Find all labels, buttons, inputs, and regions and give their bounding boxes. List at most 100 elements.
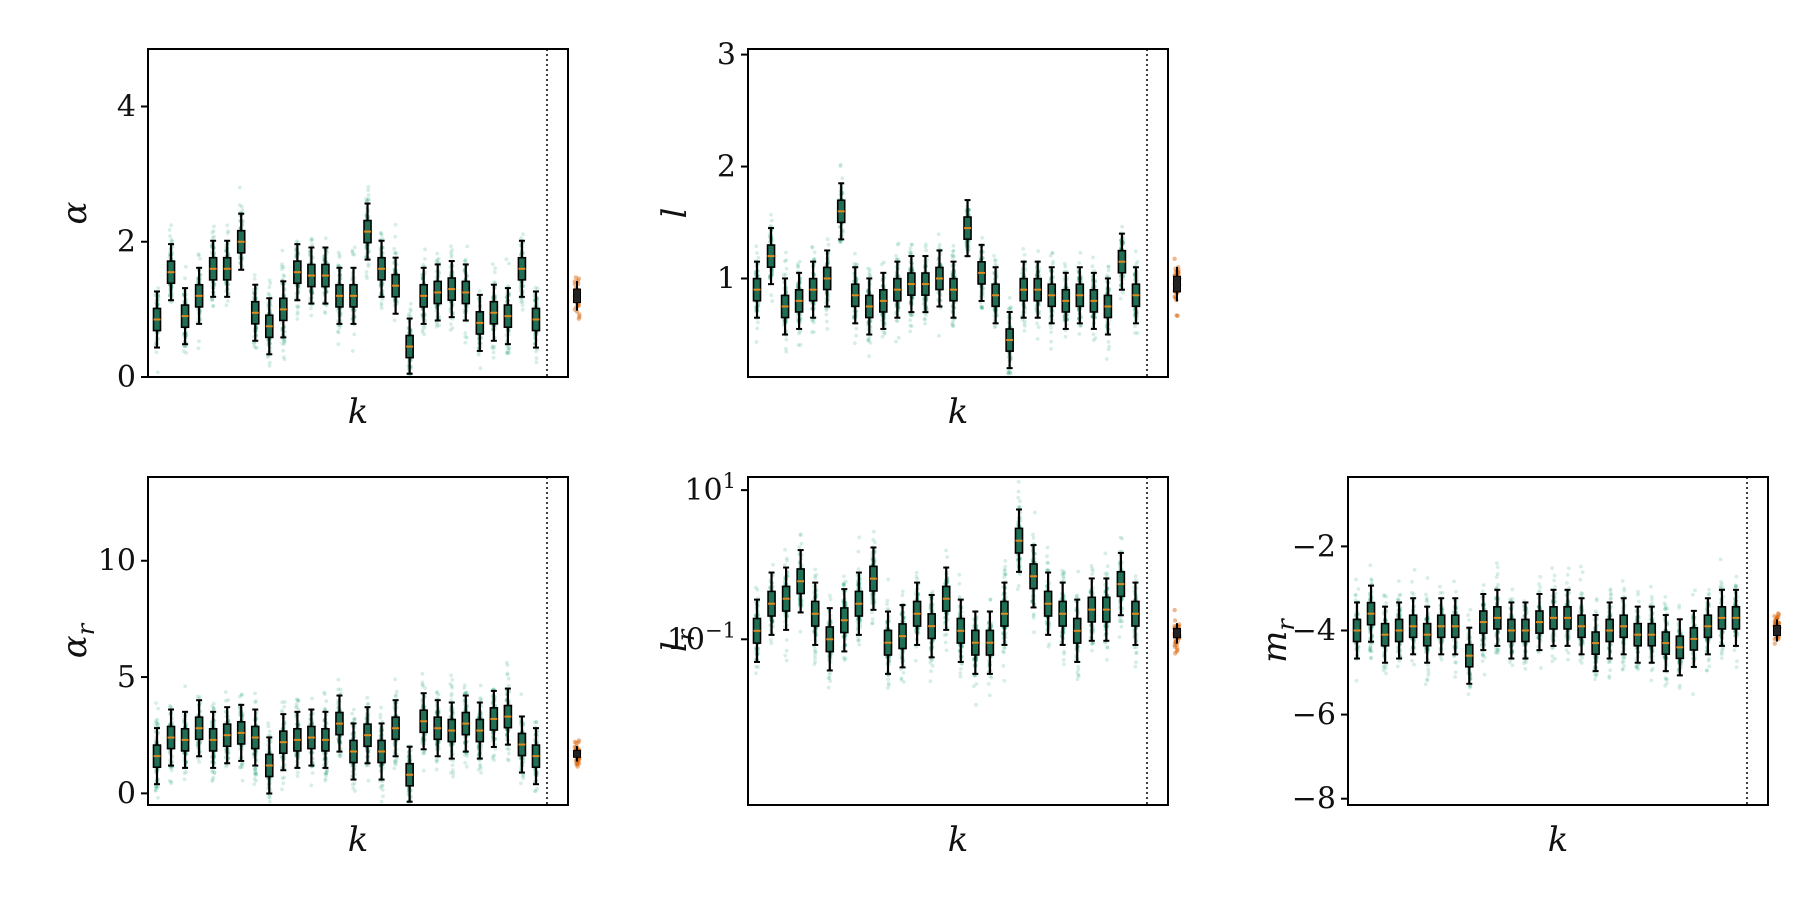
ytick-l_r-0: 10−1	[667, 618, 736, 657]
box-alpha_r-14	[335, 694, 344, 753]
box-l-1	[752, 260, 762, 319]
box-m_r-17	[1577, 597, 1586, 656]
xlabel-l_r: k	[948, 820, 969, 860]
box-l_r-21	[1043, 571, 1053, 636]
box-l-7	[836, 182, 846, 241]
box-alpha-25	[489, 283, 499, 342]
box-m_r-28	[1731, 588, 1741, 647]
box-alpha_r-11	[293, 710, 302, 769]
xlabel-m_r: k	[1548, 820, 1569, 860]
ytick-alpha-2: 4	[117, 89, 136, 124]
ylabel-l_r: lr	[655, 628, 700, 652]
box-l_r-10	[883, 610, 893, 675]
plot-frame	[747, 48, 1169, 378]
box-l_r-26	[1116, 551, 1126, 617]
box-alpha_r-10	[279, 713, 288, 772]
ytick-l-0: 1	[717, 261, 736, 296]
box-alpha-22	[447, 260, 457, 319]
box-l-8	[850, 266, 860, 325]
box-alpha_r-9	[264, 736, 274, 795]
box-l-15	[949, 260, 958, 319]
box-l-12	[907, 255, 916, 314]
box-alpha_r-21	[433, 699, 443, 758]
box-alpha-4	[194, 266, 204, 325]
panel-m_r: −8 −6 −4 −2 k mr	[1255, 476, 1782, 860]
box-alpha_r-26	[503, 687, 513, 746]
box-m_r-13	[1521, 601, 1530, 660]
xlabel-alpha_r: k	[348, 820, 369, 860]
box-m_r-3	[1380, 605, 1390, 664]
box-alpha_r-8	[250, 708, 260, 767]
box-alpha_r-23	[461, 694, 471, 753]
box-l_r-6	[825, 607, 835, 672]
box-alpha-26	[503, 287, 513, 346]
box-m_r-15	[1549, 588, 1558, 647]
box-l_r-17	[985, 610, 995, 675]
ytick-alpha_r-2: 10	[98, 544, 136, 579]
box-m_r-19	[1605, 601, 1614, 660]
reference-m_r	[1772, 611, 1782, 646]
box-m_r-5	[1408, 597, 1418, 656]
panel-l_r: 10−1 101 k lr	[655, 469, 1182, 860]
box-m_r-8	[1450, 597, 1460, 656]
box-m_r-2	[1366, 584, 1376, 643]
box-alpha_r-15	[349, 722, 358, 781]
box-alpha_r-28	[531, 727, 541, 786]
box-alpha-17	[377, 239, 386, 298]
box-l-22	[1047, 266, 1057, 325]
box-l_r-11	[898, 604, 907, 669]
box-l_r-12	[912, 581, 922, 646]
box-alpha-12	[307, 246, 316, 305]
box-m_r-9	[1464, 626, 1474, 685]
ytick-alpha-1: 2	[117, 225, 136, 260]
panel-l: 1 2 3 k l	[655, 38, 1182, 432]
box-alpha-21	[433, 263, 443, 322]
box-alpha-7	[236, 212, 246, 271]
box-l-6	[822, 249, 832, 308]
box-l-23	[1061, 271, 1071, 330]
box-l-3	[780, 277, 790, 336]
box-alpha_r-13	[321, 710, 330, 769]
box-alpha-13	[321, 246, 330, 305]
box-l-14	[935, 249, 944, 308]
box-l-4	[794, 271, 804, 330]
plot-frame	[747, 476, 1169, 806]
box-m_r-21	[1633, 605, 1643, 664]
box-m_r-12	[1507, 601, 1516, 660]
sample-points	[753, 162, 1140, 376]
box-l_r-19	[1014, 508, 1024, 573]
ylabel-alpha: α	[55, 201, 95, 224]
box-alpha-28	[531, 290, 541, 349]
box-alpha-2	[166, 243, 176, 302]
box-alpha-18	[391, 256, 400, 315]
ytick-l-1: 2	[717, 150, 736, 185]
ytick-alpha_r-0: 0	[117, 776, 136, 811]
box-m_r-4	[1394, 601, 1404, 660]
box-alpha_r-18	[391, 699, 400, 758]
ylabel-alpha_r: αr	[55, 622, 100, 658]
box-l_r-13	[927, 593, 936, 659]
box-l-10	[879, 271, 888, 330]
box-l_r-3	[781, 566, 791, 631]
box-alpha_r-17	[377, 722, 386, 781]
ytick-alpha-0: 0	[117, 360, 136, 395]
box-l_r-14	[941, 566, 951, 631]
box-l_r-2	[767, 571, 776, 636]
ytick-m_r-3: −2	[1292, 529, 1336, 564]
box-alpha_r-3	[180, 710, 190, 769]
box-l-17	[977, 243, 986, 302]
box-l-5	[808, 260, 818, 319]
box-alpha_r-6	[222, 706, 232, 765]
box-m_r-26	[1703, 597, 1713, 656]
ytick-l_r-1: 101	[684, 469, 736, 508]
box-m_r-16	[1563, 588, 1572, 647]
box-l-28	[1131, 266, 1141, 325]
box-alpha_r-24	[475, 701, 485, 760]
ytick-m_r-0: −8	[1292, 782, 1336, 817]
box-l-13	[921, 255, 930, 314]
box-m_r-27	[1717, 588, 1727, 647]
box-alpha-16	[363, 202, 372, 261]
box-l_r-18	[1000, 581, 1009, 646]
box-alpha-5	[208, 239, 218, 298]
box-alpha-27	[517, 239, 527, 298]
